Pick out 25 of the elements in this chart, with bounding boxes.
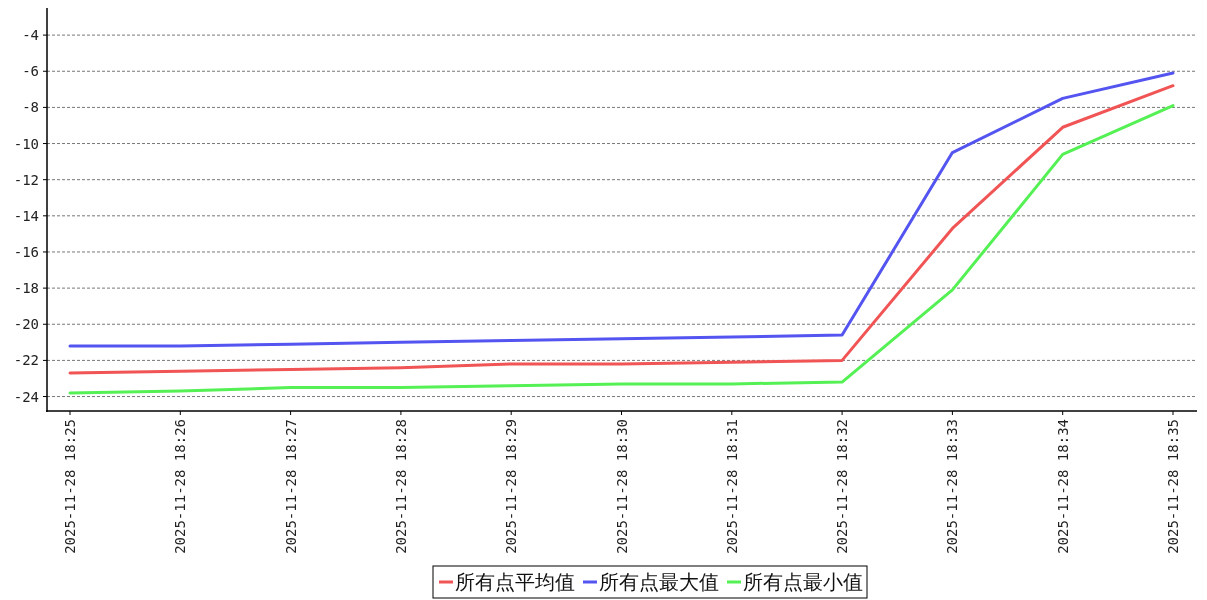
- x-tick-label: 2025-11-28 18:26: [172, 419, 189, 554]
- x-tick-label: 2025-11-28 18:28: [392, 419, 409, 554]
- y-tick-label: -8: [22, 99, 39, 116]
- x-tick-label: 2025-11-28 18:30: [613, 419, 630, 554]
- legend-label: 所有点最大值: [599, 570, 719, 594]
- legend-label: 所有点平均值: [455, 570, 575, 594]
- y-tick-label: -12: [13, 171, 39, 188]
- y-tick-label: -4: [22, 27, 39, 44]
- x-tick-label: 2025-11-28 18:31: [723, 419, 740, 554]
- x-tick-label: 2025-11-28 18:32: [834, 419, 851, 554]
- y-tick-label: -10: [13, 135, 39, 152]
- y-tick-label: -22: [13, 352, 39, 369]
- y-tick-label: -16: [13, 243, 39, 260]
- y-tick-label: -20: [13, 316, 39, 333]
- legend-label: 所有点最小值: [743, 570, 863, 594]
- x-tick-label: 2025-11-28 18:25: [62, 419, 78, 554]
- y-tick-label: -6: [22, 63, 39, 80]
- x-tick-label: 2025-11-28 18:35: [1165, 419, 1181, 554]
- x-tick-label: 2025-11-28 18:27: [282, 419, 299, 554]
- x-tick-label: 2025-11-28 18:34: [1054, 419, 1071, 554]
- y-tick-label: -18: [13, 280, 39, 297]
- x-tick-label: 2025-11-28 18:29: [503, 419, 520, 554]
- y-tick-label: -24: [13, 388, 39, 405]
- x-tick-label: 2025-11-28 18:33: [944, 419, 961, 554]
- y-tick-label: -14: [13, 207, 39, 224]
